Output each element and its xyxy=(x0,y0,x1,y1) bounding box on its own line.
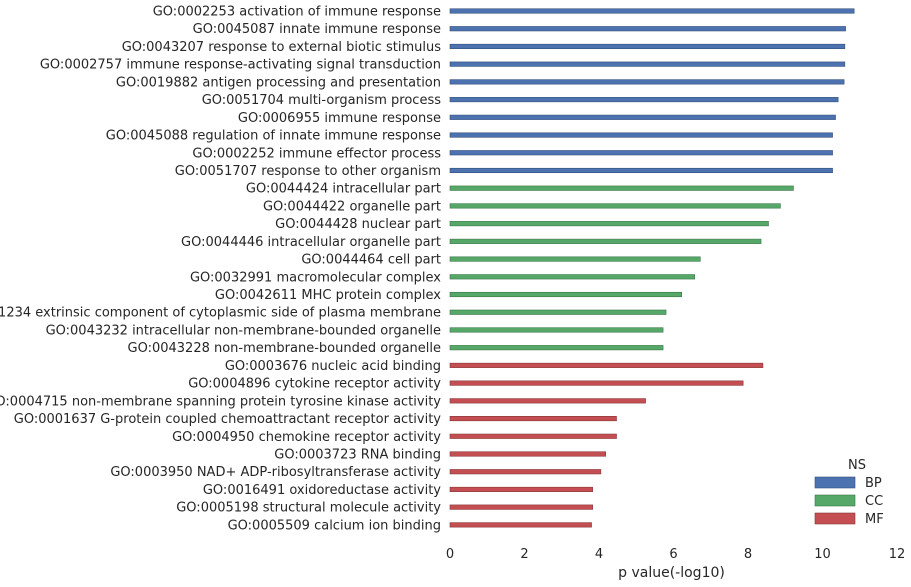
category-label: GO:0001637 G-protein coupled chemoattrac… xyxy=(14,412,442,427)
category-labels: GO:0002253 activation of immune response… xyxy=(0,5,441,534)
category-label: GO:0031234 extrinsic component of cytopl… xyxy=(0,306,441,321)
legend-label-bp: BP xyxy=(865,476,882,491)
bar-cc xyxy=(449,291,682,298)
bar-cc xyxy=(449,221,769,227)
category-label: GO:0004715 non-membrane spanning protein… xyxy=(0,394,441,409)
category-label: GO:0043207 response to external biotic s… xyxy=(122,40,442,55)
bars-layer xyxy=(449,8,855,528)
legend: NS BP CC MF xyxy=(814,458,884,527)
bar-bp xyxy=(449,79,845,85)
bar-bp xyxy=(449,43,846,49)
legend-swatch-bp xyxy=(814,476,856,489)
category-label: GO:0006955 immune response xyxy=(238,111,441,126)
x-axis: 0 2 4 6 8 10 12 xyxy=(446,547,905,562)
bar-mf xyxy=(449,486,593,492)
bar-mf xyxy=(449,504,593,510)
bar-bp xyxy=(449,97,839,103)
x-tick-label: 12 xyxy=(889,547,906,562)
category-label: GO:0002757 immune response-activating si… xyxy=(40,58,441,73)
legend-title: NS xyxy=(848,458,866,473)
x-tick-label: 2 xyxy=(520,547,528,562)
bar-mf xyxy=(449,469,602,475)
category-label: GO:0044422 organelle part xyxy=(263,199,441,214)
bar-bp xyxy=(449,132,833,138)
bar-mf xyxy=(449,380,744,386)
bar-cc xyxy=(449,327,664,333)
bar-cc xyxy=(449,185,794,191)
category-label: GO:0005198 structural molecule activity xyxy=(176,501,441,516)
category-label: GO:0016491 oxidoreductase activity xyxy=(203,483,441,498)
category-label: GO:0019882 antigen processing and presen… xyxy=(116,75,441,90)
bar-cc xyxy=(449,274,696,280)
category-label: GO:0045087 innate immune response xyxy=(193,22,441,37)
bar-mf xyxy=(449,451,607,457)
category-label: GO:0042611 MHC protein complex xyxy=(215,288,441,303)
x-axis-title: p value(-log10) xyxy=(618,565,725,581)
bar-cc xyxy=(449,203,781,209)
x-tick-label: 0 xyxy=(446,547,454,562)
category-label: GO:0051707 response to other organism xyxy=(175,164,441,179)
category-label: GO:0002253 activation of immune response xyxy=(153,5,441,20)
bar-cc xyxy=(449,345,664,351)
x-tick-label: 6 xyxy=(669,547,677,562)
bar-cc xyxy=(449,309,667,315)
category-label: GO:0005509 calcium ion binding xyxy=(228,518,441,533)
legend-swatch-mf xyxy=(814,512,856,525)
category-label: GO:0002252 immune effector process xyxy=(192,146,441,161)
legend-label-mf: MF xyxy=(865,512,884,527)
category-label: GO:0043232 intracellular non-membrane-bo… xyxy=(46,323,441,338)
bar-mf xyxy=(449,416,617,422)
bar-bp xyxy=(449,150,833,156)
category-label: GO:0003676 nucleic acid binding xyxy=(225,359,441,374)
category-label: GO:0003950 NAD+ ADP-ribosyltransferase a… xyxy=(110,465,441,480)
category-label: GO:0032991 macromolecular complex xyxy=(190,270,441,285)
bar-bp xyxy=(449,167,833,174)
bar-mf xyxy=(449,433,617,439)
bar-bp xyxy=(449,8,855,14)
category-label: GO:0043228 non-membrane-bounded organell… xyxy=(128,341,442,356)
bar-bp xyxy=(449,26,846,32)
x-tick-label: 8 xyxy=(744,547,752,562)
bar-mf xyxy=(449,398,646,404)
legend-swatch-cc xyxy=(814,494,856,507)
category-label: GO:0044428 nuclear part xyxy=(275,217,441,232)
category-label: GO:0044446 intracellular organelle part xyxy=(181,235,441,250)
category-label: GO:0044464 cell part xyxy=(301,253,441,268)
category-label: GO:0004950 chemokine receptor activity xyxy=(172,430,441,445)
category-label: GO:0003723 RNA binding xyxy=(274,448,441,463)
bar-bp xyxy=(449,61,846,67)
category-label: GO:0004896 cytokine receptor activity xyxy=(188,377,441,392)
category-label: GO:0044424 intracellular part xyxy=(246,182,441,197)
bar-mf xyxy=(449,362,764,368)
legend-label-cc: CC xyxy=(865,494,883,509)
bar-mf xyxy=(449,522,592,528)
x-tick-label: 4 xyxy=(595,547,603,562)
category-label: GO:0051704 multi-organism process xyxy=(202,93,442,108)
bar-bp xyxy=(449,114,836,120)
bar-cc xyxy=(449,256,701,262)
bar-cc xyxy=(449,238,762,244)
x-tick-label: 10 xyxy=(814,547,831,562)
category-label: GO:0045088 regulation of innate immune r… xyxy=(106,129,441,144)
